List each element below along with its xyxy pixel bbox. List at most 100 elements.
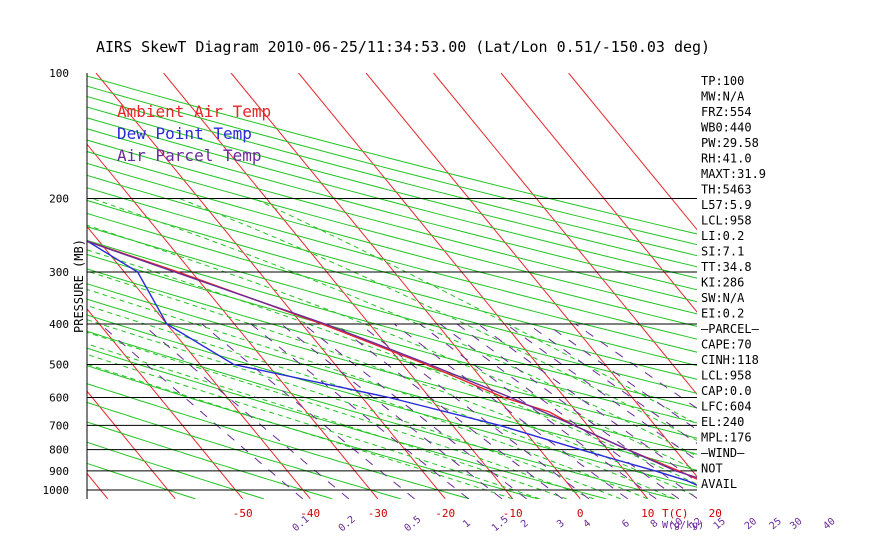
index-item: MAXT:31.9 (701, 167, 766, 181)
pressure-tick-label: 600 (49, 391, 69, 404)
dry-adiabat-line (87, 330, 675, 499)
index-item: LCL:958 (701, 214, 752, 228)
series-line-2 (87, 240, 697, 479)
index-item: EL:240 (701, 415, 744, 429)
mixing-ratio-line (477, 323, 697, 483)
pressure-tick-label: 500 (49, 358, 69, 371)
index-item: EI:0.2 (701, 307, 744, 321)
mixing-ratio-line (250, 323, 469, 499)
bottom-temp-tick-label: 0 (577, 507, 584, 520)
legend-item-ambient: Ambient Air Temp (117, 102, 271, 121)
mixing-ratio-tick-label: 8 (649, 518, 661, 530)
dry-adiabat-line (87, 268, 697, 439)
mixing-ratio-tick-label: 20 (743, 516, 759, 532)
index-item: TP:100 (701, 74, 744, 88)
pressure-tick-label: 400 (49, 318, 69, 331)
mixing-ratio-tick-label: 30 (788, 516, 804, 532)
isotherm-line (500, 73, 697, 313)
pressure-tick-label: 1000 (43, 484, 70, 497)
mixing-ratio-line (303, 323, 527, 499)
legend-item-dewpoint: Dew Point Temp (117, 124, 252, 143)
isotherm-line (365, 73, 697, 478)
profile-lines (87, 240, 697, 486)
moist-adiabat-line (87, 270, 697, 498)
index-item: RH:41.0 (701, 152, 752, 166)
index-item: SW:N/A (701, 291, 745, 305)
moist-adiabat-line (87, 319, 621, 499)
mixing-ratio-tick-label: 4 (582, 518, 594, 530)
bottom-temp-tick-label: -40 (300, 507, 320, 520)
index-item: PW:29.58 (701, 136, 759, 150)
bottom-temp-tick-label: 20 (709, 507, 722, 520)
bottom-temp-tick-label: -30 (368, 507, 388, 520)
index-item: FRZ:554 (701, 105, 752, 119)
moist-adiabat-line (87, 363, 513, 499)
isotherm-line (298, 73, 649, 499)
mixing-ratio-line (99, 323, 304, 499)
t-axis-unit: T(C) (662, 507, 689, 520)
isotherm-line (87, 308, 244, 499)
moist-adiabat-line (92, 198, 697, 457)
mixing-ratio-line (359, 323, 590, 499)
index-item: CINH:118 (701, 353, 759, 367)
bottom-temp-tick-label: -10 (503, 507, 523, 520)
pressure-tick-label: 800 (49, 444, 69, 457)
dry-adiabat-line (87, 462, 196, 499)
dry-adiabat-line (87, 212, 697, 380)
dry-adiabat-line (87, 421, 333, 499)
moist-adiabat-line (87, 343, 567, 499)
isotherm-line (433, 73, 697, 396)
dry-adiabat-line (87, 314, 697, 488)
mixing-ratio-tick-label: 0.2 (337, 514, 358, 534)
index-item: LI:0.2 (701, 229, 744, 243)
mixing-ratio-tick-label: 25 (768, 516, 784, 532)
dry-adiabat-line (87, 174, 697, 340)
mixing-ratio-line (456, 323, 697, 499)
index-item: SI:7.1 (701, 245, 744, 259)
moist-adiabat-line (87, 288, 675, 499)
dry-adiabat-line (87, 253, 697, 424)
index-item: CAP:0.0 (701, 384, 752, 398)
mixing-ratio-tick-label: 3 (555, 518, 567, 530)
dry-adiabat-line (87, 283, 697, 455)
index-item: —PARCEL— (701, 322, 760, 336)
y-axis-label: PRESSURE (MB) (72, 239, 86, 333)
dry-adiabat-line (87, 239, 697, 409)
mixing-ratio-line (280, 323, 503, 499)
dry-adiabat-line (87, 95, 697, 257)
isotherm-line (87, 390, 176, 499)
index-item: TT:34.8 (701, 260, 752, 274)
moist-adiabat-line (87, 224, 697, 472)
dry-adiabat-line (87, 347, 607, 499)
mixing-ratio-tick-label: 0.5 (403, 514, 424, 534)
index-item: MPL:176 (701, 431, 752, 445)
index-item: AVAIL (701, 477, 737, 491)
dry-adiabat-line (87, 199, 697, 367)
pressure-tick-label: 700 (49, 419, 69, 432)
legend: Ambient Air Temp Dew Point Temp Air Parc… (117, 102, 271, 165)
index-item: LCL:958 (701, 369, 752, 383)
mixing-ratio-lines (99, 323, 697, 499)
moist-adiabat-line (87, 353, 540, 499)
mixing-ratio-line (439, 323, 680, 499)
bottom-temperature-axis: -50 -40 -30 -20 -10 0 10 20 (233, 507, 722, 520)
mixing-ratio-tick-label: 40 (821, 516, 837, 532)
bottom-temp-tick-label: -20 (435, 507, 455, 520)
index-item: TH:5463 (701, 183, 752, 197)
isotherm-line (87, 143, 379, 499)
moist-adiabat-line (87, 249, 697, 485)
mixing-ratio-line (141, 323, 350, 499)
mixing-ratio-line (335, 323, 563, 499)
isotherm-line (87, 225, 311, 499)
mixing-ratio-tick-label: 2 (519, 518, 531, 530)
dry-adiabat-line (87, 441, 265, 499)
isotherm-line (230, 73, 581, 499)
isotherm-line (87, 472, 109, 499)
bottom-temp-tick-label: -50 (233, 507, 253, 520)
isobar-lines (87, 198, 697, 491)
dry-adiabat-line (87, 151, 697, 315)
index-item: KI:286 (701, 276, 744, 290)
pressure-tick-label: 900 (49, 465, 69, 478)
